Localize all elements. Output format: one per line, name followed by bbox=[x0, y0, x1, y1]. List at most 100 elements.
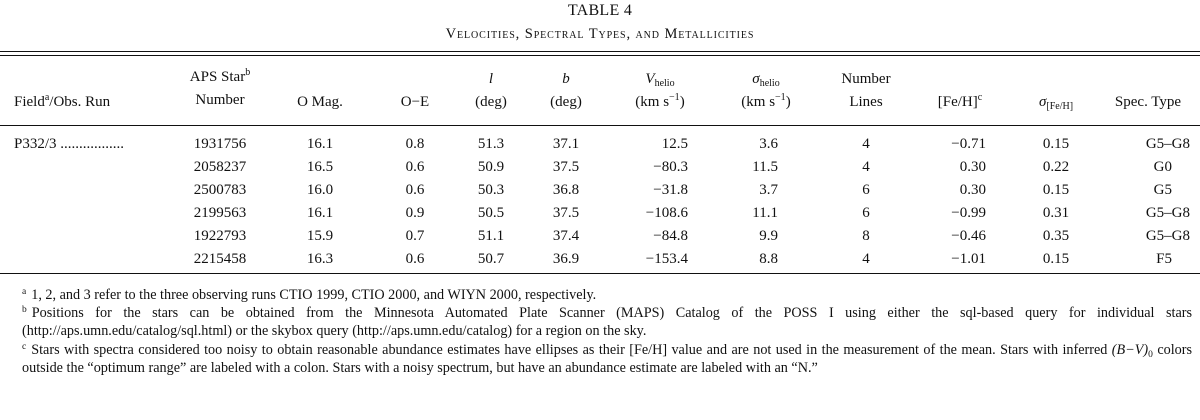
cell-number-lines: 8 bbox=[862, 228, 870, 244]
footnote-text: Positions for the stars can be obtained … bbox=[22, 305, 1192, 340]
cell-sigma-helio: 11.5 bbox=[752, 159, 778, 175]
cell-o-e: 0.6 bbox=[405, 159, 425, 175]
header-sigma-feh: σ[Fe/H] bbox=[1038, 94, 1074, 112]
cell-spec-type: G5–G8 bbox=[1145, 228, 1190, 244]
header-o-mag: O Mag. bbox=[297, 94, 343, 110]
cell-b: 37.4 bbox=[552, 228, 580, 244]
cell-feh: 0.30 bbox=[959, 159, 986, 175]
cell-o-mag: 16.0 bbox=[306, 182, 334, 198]
cell-o-mag: 16.1 bbox=[306, 136, 334, 152]
cell-aps-number: 1922793 bbox=[193, 228, 247, 244]
cell-sigma-feh: 0.15 bbox=[1042, 136, 1070, 152]
cell-o-e: 0.9 bbox=[405, 205, 425, 221]
header-field: Fielda/Obs. Run bbox=[14, 92, 111, 111]
cell-number-lines: 4 bbox=[862, 136, 870, 152]
header-rule bbox=[0, 125, 1200, 126]
header-o-e: O−E bbox=[400, 94, 430, 110]
cell-l: 50.9 bbox=[477, 159, 505, 175]
header-aps-star: APS Starb Number bbox=[189, 67, 251, 109]
footnote-mark: b bbox=[22, 305, 27, 316]
cell-aps-number: 2058237 bbox=[193, 159, 247, 175]
footnote-a: a 1, 2, and 3 refer to the three observin… bbox=[10, 286, 1192, 304]
cell-b: 36.9 bbox=[552, 251, 580, 267]
cell-l: 50.3 bbox=[477, 182, 505, 198]
table-row: 2058237 16.5 0.6 50.9 37.5 −80.3 11.5 4 … bbox=[0, 156, 1200, 179]
cell-l: 51.1 bbox=[477, 228, 505, 244]
table-row: 1922793 15.9 0.7 51.1 37.4 −84.8 9.9 8 −… bbox=[0, 225, 1200, 248]
table-body: P332/3 ................. 1931756 16.1 0.… bbox=[0, 133, 1200, 271]
footnote-text: Stars with spectra considered too noisy … bbox=[31, 341, 1112, 358]
cell-feh: 0.30 bbox=[959, 182, 986, 198]
footnotes: a 1, 2, and 3 refer to the three observin… bbox=[10, 286, 1192, 377]
footnote-mark: a bbox=[22, 287, 27, 297]
footnote-text-continued: colors outside the “optimum range” are l… bbox=[22, 341, 1192, 376]
footnote-mark: c bbox=[22, 341, 27, 352]
cell-spec-type: F5 bbox=[1156, 251, 1172, 267]
header-feh: [Fe/H]c bbox=[937, 92, 983, 111]
cell-vhelio: −153.4 bbox=[645, 251, 688, 267]
cell-sigma-helio: 11.1 bbox=[752, 205, 778, 221]
cell-feh: −1.01 bbox=[951, 251, 986, 267]
cell-sigma-feh: 0.15 bbox=[1042, 182, 1070, 198]
table-row: P332/3 ................. 1931756 16.1 0.… bbox=[0, 133, 1200, 156]
cell-aps-number: 2199563 bbox=[193, 205, 247, 221]
color-index-subscript: 0 bbox=[1148, 349, 1153, 360]
cell-spec-type: G5 bbox=[1153, 182, 1172, 198]
table-row: 2199563 16.1 0.9 50.5 37.5 −108.6 11.1 6… bbox=[0, 202, 1200, 225]
cell-o-mag: 16.3 bbox=[306, 251, 334, 267]
cell-o-mag: 16.5 bbox=[306, 159, 334, 175]
top-rule bbox=[0, 51, 1200, 52]
cell-vhelio: −108.6 bbox=[645, 205, 688, 221]
top-rule-second bbox=[0, 55, 1200, 56]
cell-number-lines: 4 bbox=[862, 159, 870, 175]
header-b: b (deg) bbox=[550, 71, 582, 110]
cell-sigma-feh: 0.22 bbox=[1042, 159, 1070, 175]
cell-aps-number: 2500783 bbox=[193, 182, 247, 198]
header-sigma-helio: σhelio (km s−1) bbox=[741, 71, 791, 110]
cell-l: 50.7 bbox=[477, 251, 505, 267]
cell-aps-number: 1931756 bbox=[193, 136, 247, 152]
cell-sigma-helio: 3.7 bbox=[759, 182, 778, 198]
cell-number-lines: 4 bbox=[862, 251, 870, 267]
cell-vhelio: −84.8 bbox=[653, 228, 688, 244]
color-index: (B−V) bbox=[1111, 341, 1149, 358]
footnote-b: b Positions for the stars can be obtained… bbox=[10, 304, 1192, 340]
cell-spec-type: G5–G8 bbox=[1145, 205, 1190, 221]
cell-l: 51.3 bbox=[477, 136, 505, 152]
cell-b: 37.5 bbox=[552, 205, 580, 221]
cell-field: P332/3 ................. bbox=[14, 136, 125, 152]
table-row: 2215458 16.3 0.6 50.7 36.9 −153.4 8.8 4 … bbox=[0, 248, 1200, 271]
cell-sigma-feh: 0.15 bbox=[1042, 251, 1070, 267]
cell-aps-number: 2215458 bbox=[193, 251, 247, 267]
cell-sigma-feh: 0.31 bbox=[1042, 205, 1070, 221]
header-l: l (deg) bbox=[475, 71, 507, 110]
cell-o-e: 0.6 bbox=[405, 251, 425, 267]
cell-feh: −0.71 bbox=[951, 136, 986, 152]
cell-o-e: 0.6 bbox=[405, 182, 425, 198]
footnote-c: c Stars with spectra considered too noisy… bbox=[10, 341, 1192, 377]
cell-o-e: 0.8 bbox=[405, 136, 425, 152]
cell-feh: −0.46 bbox=[951, 228, 986, 244]
cell-vhelio: 12.5 bbox=[661, 136, 688, 152]
header-number-lines: Number Lines bbox=[841, 71, 891, 110]
footnote-text: 1, 2, and 3 refer to the three observing… bbox=[31, 287, 597, 303]
cell-number-lines: 6 bbox=[862, 182, 870, 198]
cell-l: 50.5 bbox=[477, 205, 505, 221]
cell-sigma-helio: 9.9 bbox=[759, 228, 778, 244]
cell-b: 37.1 bbox=[552, 136, 580, 152]
cell-spec-type: G0 bbox=[1153, 159, 1172, 175]
cell-vhelio: −31.8 bbox=[653, 182, 688, 198]
header-spec-type: Spec. Type bbox=[1114, 94, 1182, 110]
cell-feh: −0.99 bbox=[951, 205, 986, 221]
cell-spec-type: G5–G8 bbox=[1145, 136, 1190, 152]
cell-vhelio: −80.3 bbox=[653, 159, 688, 175]
cell-o-mag: 16.1 bbox=[306, 205, 334, 221]
cell-sigma-feh: 0.35 bbox=[1042, 228, 1070, 244]
cell-b: 37.5 bbox=[552, 159, 580, 175]
cell-number-lines: 6 bbox=[862, 205, 870, 221]
cell-sigma-helio: 3.6 bbox=[759, 136, 778, 152]
cell-o-e: 0.7 bbox=[405, 228, 425, 244]
cell-sigma-helio: 8.8 bbox=[759, 251, 778, 267]
table-row: 2500783 16.0 0.6 50.3 36.8 −31.8 3.7 6 0… bbox=[0, 179, 1200, 202]
cell-o-mag: 15.9 bbox=[306, 228, 334, 244]
